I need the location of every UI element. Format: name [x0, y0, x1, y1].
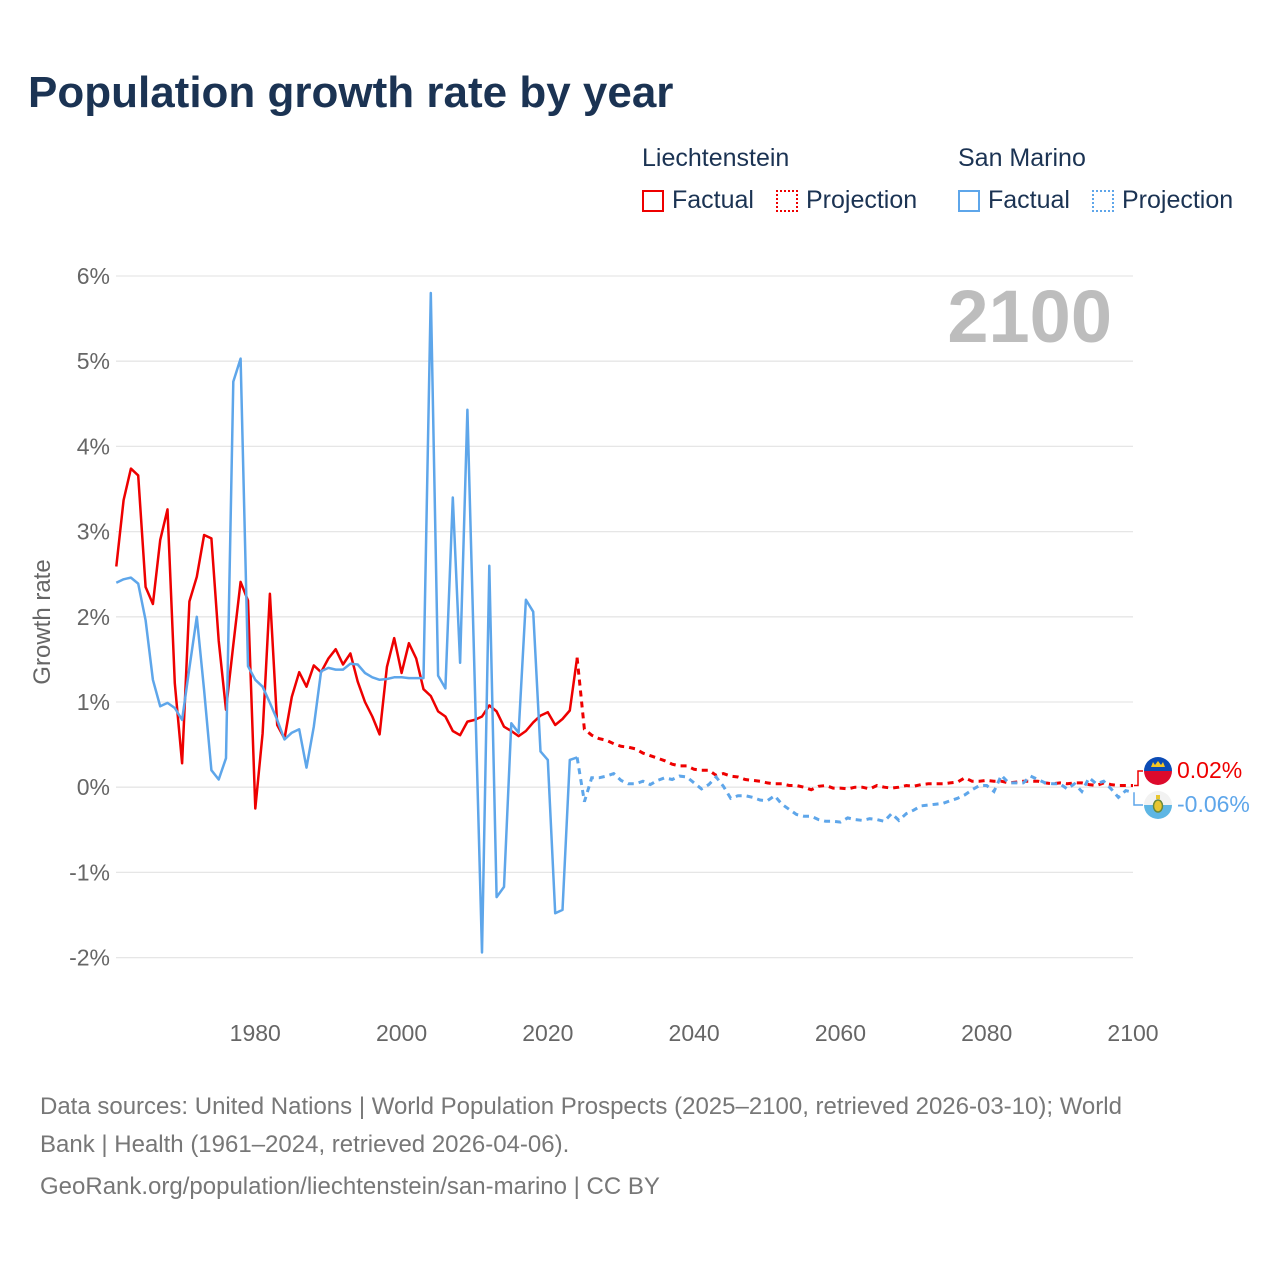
- y-axis-ticks: -2% -1% 0% 1% 2% 3% 4% 5% 6%: [69, 263, 110, 971]
- san-marino-end-connector: [1133, 792, 1143, 806]
- legend-liechtenstein-factual[interactable]: Factual: [642, 186, 754, 215]
- y-tick-label: 6%: [77, 263, 110, 289]
- legend-san-marino-factual[interactable]: Factual: [958, 186, 1070, 215]
- san-marino-end-value: -0.06%: [1177, 791, 1250, 817]
- y-tick-label: 2%: [77, 604, 110, 630]
- x-tick-label: 2000: [376, 1020, 427, 1046]
- x-tick-label: 2100: [1107, 1020, 1158, 1046]
- footer-source-line: Data sources: United Nations | World Pop…: [40, 1093, 1122, 1120]
- legend-label: Factual: [672, 186, 754, 214]
- y-axis-label: Growth rate: [29, 559, 56, 684]
- footer-source-line: Bank | Health (1961–2024, retrieved 2026…: [40, 1131, 570, 1158]
- x-tick-label: 2060: [815, 1020, 866, 1046]
- x-tick-label: 2080: [961, 1020, 1012, 1046]
- legend-swatch-dotted: [776, 189, 798, 212]
- san-marino-factual-line: [115, 291, 578, 954]
- y-tick-label: 0%: [77, 774, 110, 800]
- gridlines: [116, 275, 1133, 959]
- san-marino-flag-icon: [1144, 791, 1172, 819]
- footer-attribution-link[interactable]: GeoRank.org/population/liechtenstein/san…: [40, 1173, 660, 1200]
- y-tick-label: 1%: [77, 689, 110, 715]
- liechtenstein-end-connector: [1134, 770, 1143, 787]
- legend-liechtenstein-projection[interactable]: Projection: [776, 186, 917, 215]
- series-lines: [115, 291, 1143, 954]
- liechtenstein-factual-line: [115, 467, 579, 810]
- chart-title: Population growth rate by year: [28, 68, 674, 117]
- legend-label: Projection: [1122, 186, 1234, 214]
- x-axis-ticks: 1980 2000 2020 2040 2060 2080 2100: [230, 1020, 1159, 1046]
- x-tick-label: 1980: [230, 1020, 281, 1046]
- legend-swatch-solid: [642, 189, 664, 212]
- liechtenstein-flag-icon: [1144, 757, 1172, 785]
- end-labels: 0.02% -0.06%: [1144, 757, 1250, 819]
- legend-swatch-dotted: [1092, 189, 1114, 212]
- legend-label: Factual: [988, 186, 1070, 214]
- liechtenstein-end-value: 0.02%: [1177, 757, 1242, 783]
- x-tick-label: 2020: [522, 1020, 573, 1046]
- legend-swatch-solid: [958, 189, 980, 212]
- y-tick-label: 5%: [77, 348, 110, 374]
- y-tick-label: -2%: [69, 945, 110, 971]
- san-marino-projection-line: [575, 757, 1134, 824]
- y-tick-label: 4%: [77, 433, 110, 459]
- legend-group-liechtenstein: Liechtenstein: [642, 144, 790, 172]
- legend-san-marino-projection[interactable]: Projection: [1092, 186, 1233, 215]
- legend-label: Projection: [806, 186, 918, 214]
- footer-sources: Data sources: United Nations | World Pop…: [40, 1088, 1240, 1206]
- year-watermark: 2100: [947, 275, 1112, 358]
- y-tick-label: 3%: [77, 519, 110, 545]
- x-tick-label: 2040: [669, 1020, 720, 1046]
- legend-group-san-marino: San Marino: [958, 144, 1086, 172]
- liechtenstein-projection-line: [575, 657, 1133, 792]
- y-tick-label: -1%: [69, 859, 110, 885]
